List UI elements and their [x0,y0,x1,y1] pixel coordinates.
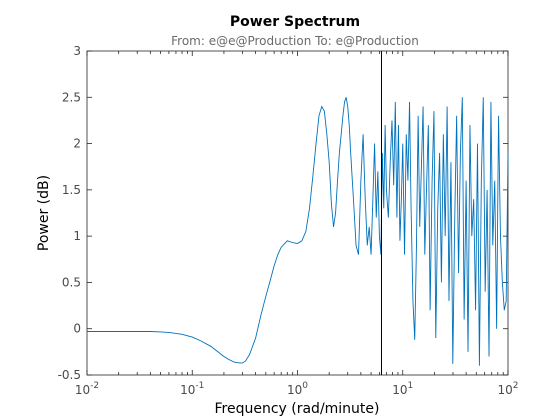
y-tick-label: 1.5 [62,183,81,197]
axis-ticks [86,50,509,376]
y-tick-label: 0.5 [62,275,81,289]
x-tick-labels: 10-2 10-1 100 101 102 [75,381,519,397]
chart-title: Power Spectrum [230,14,360,30]
x-axis-label: Frequency (rad/minute) [214,401,379,417]
spectrum-line [87,97,509,366]
y-tick-label: 1 [73,229,81,243]
y-tick-label: 0 [73,322,81,336]
y-tick-label: -0.5 [58,368,81,382]
x-tick-label: 102 [497,381,518,397]
plot-area: -0.5 0 0.5 1 1.5 2 2.5 3 10-2 10-1 100 101 102 [58,44,519,397]
y-tick-label: 2.5 [62,90,81,104]
x-tick-label: 100 [287,381,308,397]
x-tick-label: 10-1 [180,381,204,397]
y-tick-labels: -0.5 0 0.5 1 1.5 2 2.5 3 [58,44,81,382]
y-tick-label: 2 [73,137,81,151]
y-axis-label: Power (dB) [36,175,52,251]
x-tick-label: 10-2 [75,381,99,397]
chart-subtitle: From: e@e@Production To: e@Production [171,34,419,48]
x-tick-label: 101 [392,381,413,397]
y-tick-label: 3 [73,44,81,58]
